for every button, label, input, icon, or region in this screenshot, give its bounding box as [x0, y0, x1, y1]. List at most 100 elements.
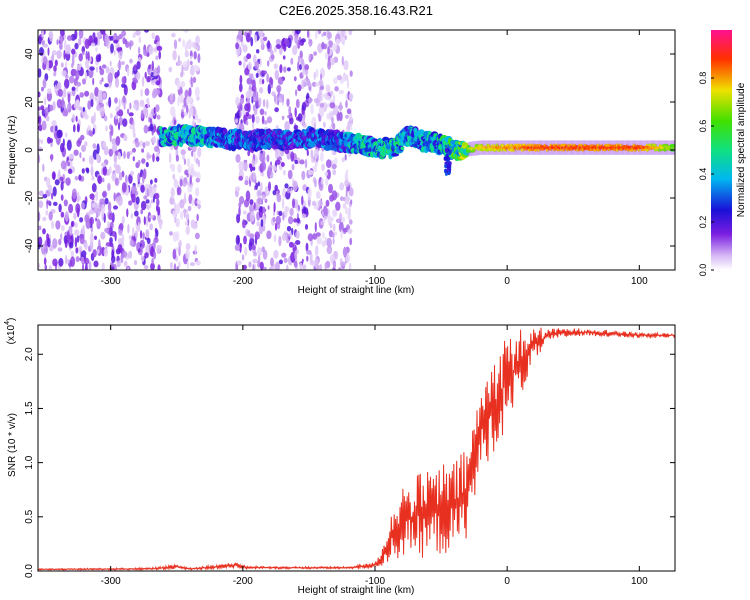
noise-speck — [141, 76, 145, 87]
noise-speck — [156, 244, 161, 255]
noise-speck — [69, 241, 74, 249]
noise-speck — [315, 82, 320, 87]
noise-speck — [104, 34, 109, 46]
noise-speck — [85, 263, 88, 270]
noise-speck — [287, 67, 291, 72]
noise-speck — [127, 223, 130, 234]
noise-speck — [81, 224, 85, 236]
noise-speck — [317, 30, 322, 35]
noise-speck — [307, 30, 310, 38]
noise-speck — [117, 61, 122, 70]
noise-speck — [257, 254, 261, 264]
noise-speck — [129, 58, 133, 64]
x-tick-label: -100 — [365, 276, 385, 287]
noise-speck — [95, 46, 98, 52]
noise-speck — [125, 174, 128, 184]
noise-speck — [146, 237, 151, 245]
noise-speck — [74, 175, 79, 181]
noise-speck — [342, 203, 346, 209]
noise-speck — [325, 84, 331, 92]
noise-speck — [284, 183, 289, 189]
dip-mark — [448, 150, 452, 156]
noise-speck — [77, 64, 82, 71]
noise-speck — [349, 121, 353, 131]
noise-speck — [121, 216, 125, 225]
snr-x-label: Height of straight line (km) — [298, 585, 415, 596]
noise-speck — [78, 30, 84, 39]
noise-speck — [302, 184, 308, 192]
noise-speck — [289, 208, 294, 216]
noise-speck — [53, 65, 57, 72]
noise-speck — [310, 149, 314, 159]
noise-speck — [154, 145, 159, 152]
noise-speck — [314, 30, 318, 40]
noise-speck — [257, 197, 263, 205]
noise-speck — [136, 61, 141, 70]
noise-speck — [109, 237, 113, 244]
noise-speck — [191, 66, 194, 76]
colorbar-gradient — [711, 30, 732, 270]
noise-speck — [67, 161, 70, 167]
noise-speck — [132, 32, 136, 39]
noise-speck — [263, 266, 267, 270]
noise-speck — [342, 74, 348, 82]
dip-mark — [446, 163, 450, 169]
noise-speck — [95, 217, 98, 222]
noise-speck — [250, 36, 254, 47]
noise-speck — [320, 73, 323, 81]
noise-speck — [255, 182, 258, 190]
noise-speck — [60, 142, 65, 153]
noise-speck — [253, 252, 257, 257]
noise-speck — [137, 172, 141, 182]
noise-speck — [153, 75, 159, 80]
noise-speck — [172, 248, 177, 260]
ridge-halo — [517, 140, 520, 155]
noise-speck — [335, 218, 342, 223]
noise-speck — [306, 249, 312, 255]
noise-speck — [65, 44, 71, 55]
noise-speck — [294, 159, 299, 165]
y-tick-label: 1.0 — [24, 455, 35, 469]
y-tick-label: -40 — [24, 238, 35, 253]
noise-speck — [320, 151, 324, 162]
noise-speck — [327, 31, 332, 39]
colorbar-tick-label: 0.2 — [698, 216, 708, 229]
noise-speck — [197, 53, 201, 64]
noise-speck — [291, 198, 296, 209]
noise-speck — [152, 136, 157, 143]
noise-speck — [345, 255, 350, 263]
noise-speck — [238, 175, 243, 181]
noise-speck — [340, 196, 344, 202]
noise-speck — [266, 116, 273, 124]
noise-speck — [121, 61, 125, 65]
noise-speck — [156, 114, 161, 120]
noise-speck — [75, 203, 81, 214]
noise-speck — [143, 124, 149, 134]
noise-speck — [120, 254, 124, 264]
noise-speck — [68, 225, 73, 235]
x-tick-label: -300 — [101, 576, 121, 587]
noise-speck — [332, 209, 338, 217]
noise-speck — [296, 217, 300, 224]
noise-speck — [84, 114, 89, 120]
noise-speck — [283, 66, 287, 73]
dip-mark — [445, 148, 449, 153]
noise-speck — [235, 96, 240, 106]
noise-speck — [350, 199, 353, 205]
noise-speck — [195, 177, 200, 183]
noise-speck — [173, 263, 177, 270]
noise-speck — [172, 50, 177, 61]
noise-speck — [255, 72, 259, 78]
noise-speck — [254, 34, 258, 43]
noise-speck — [70, 256, 76, 267]
noise-speck — [89, 209, 93, 215]
noise-speck — [145, 216, 149, 227]
noise-speck — [42, 228, 46, 235]
noise-speck — [335, 38, 340, 46]
noise-speck — [249, 199, 254, 205]
noise-speck — [100, 30, 106, 35]
noise-speck — [182, 39, 186, 48]
noise-speck — [73, 149, 79, 156]
noise-speck — [60, 233, 63, 240]
noise-speck — [240, 103, 243, 112]
